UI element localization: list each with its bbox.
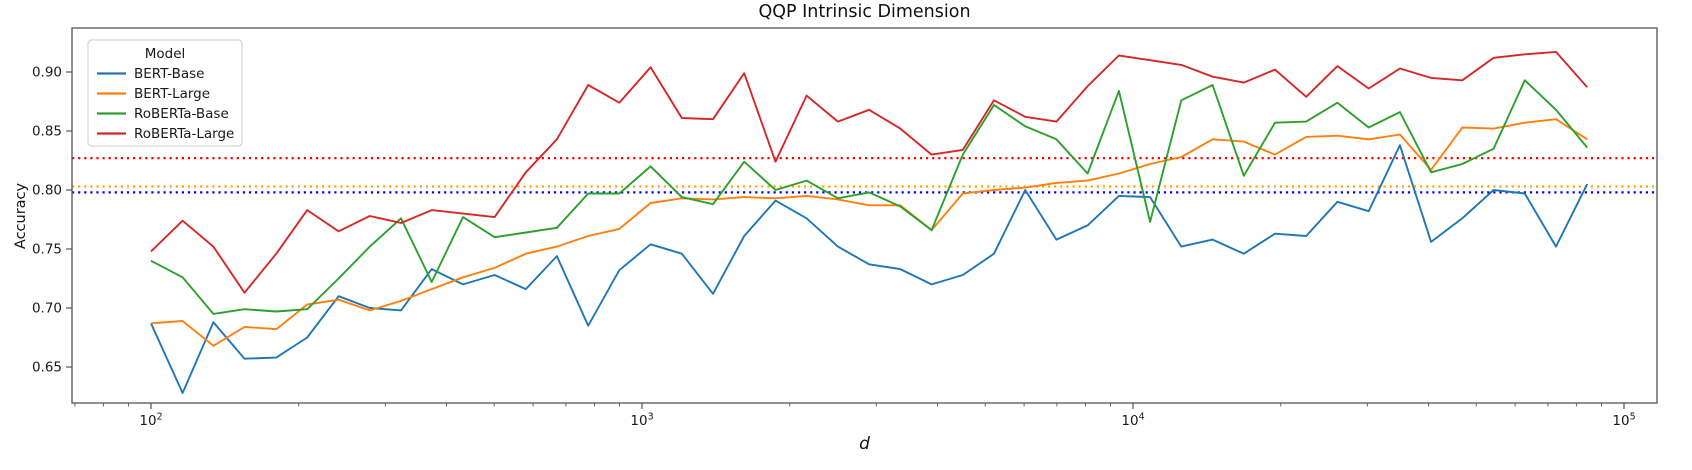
y-tick-label: 0.65 <box>32 360 62 376</box>
legend-label-bert-large: BERT-Large <box>134 86 210 102</box>
legend-label-roberta-base: RoBERTa-Base <box>134 106 229 122</box>
y-tick-label: 0.70 <box>32 301 62 317</box>
y-tick-label: 0.75 <box>32 242 62 258</box>
y-tick-label: 0.80 <box>32 183 62 199</box>
legend-label-bert-base: BERT-Base <box>134 66 204 82</box>
plot-frame <box>71 27 1658 404</box>
x-tick-label: 103 <box>630 412 653 430</box>
x-axis-label: d <box>859 434 870 454</box>
legend: Model BERT-Base BERT-Large RoBERTa-Base RoBE… <box>87 39 243 147</box>
legend-box <box>87 39 243 147</box>
chart-title: QQP Intrinsic Dimension <box>758 2 971 22</box>
series-line-roberta-base <box>150 79 1588 315</box>
y-tick-label: 0.90 <box>32 65 62 81</box>
series-line-bert-large <box>150 118 1588 347</box>
series-line-bert-base <box>150 144 1589 394</box>
y-tick-label: 0.85 <box>32 124 62 140</box>
x-tick-label: 105 <box>1612 412 1635 430</box>
legend-label-roberta-large: RoBERTa-Large <box>134 126 234 142</box>
series-line-roberta-large <box>150 50 1588 294</box>
x-tick-label: 102 <box>139 412 162 430</box>
x-tick-label: 104 <box>1121 412 1144 430</box>
y-axis-label: Accuracy <box>13 182 29 250</box>
legend-title: Model <box>145 46 186 62</box>
